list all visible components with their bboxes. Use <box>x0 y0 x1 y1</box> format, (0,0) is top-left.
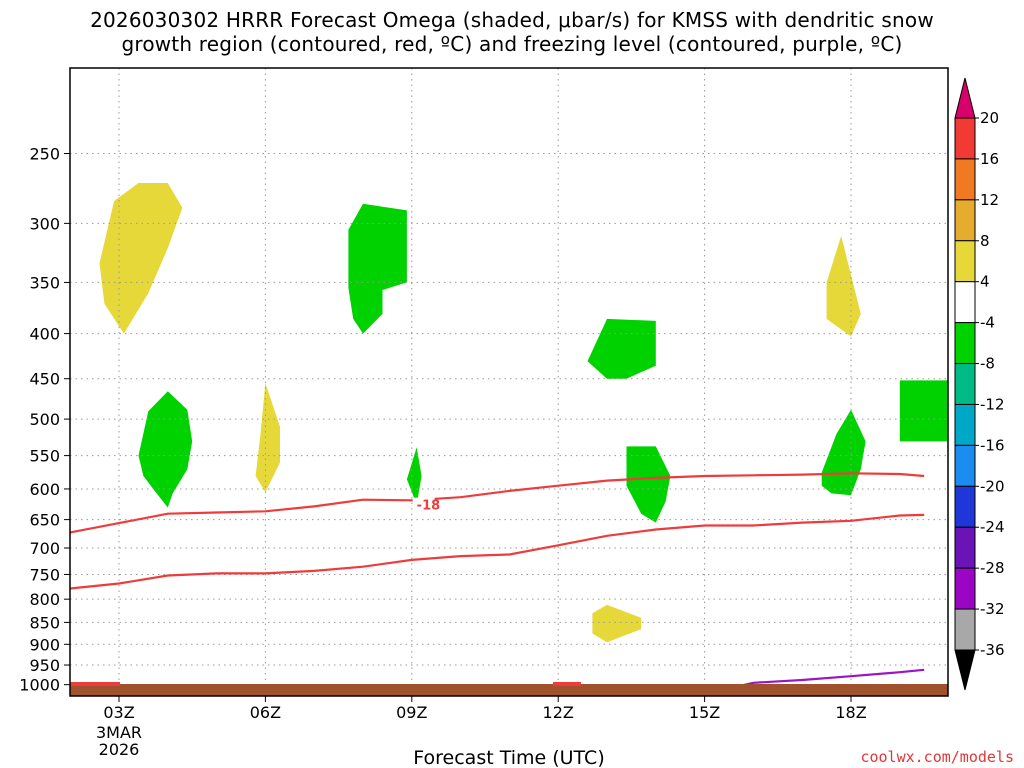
x-tick-label-06Z: 06Z <box>250 703 281 722</box>
colorbar-label-9: -20 <box>980 477 1005 495</box>
isotherm-1 <box>70 513 925 590</box>
isotherm-label-0: -18 <box>417 499 441 514</box>
ground-bar <box>70 684 948 696</box>
colorbar-segment-1 <box>954 158 976 201</box>
y-tick-label-550: 550 <box>29 447 60 466</box>
title-line-1: 2026030302 HRRR Forecast Omega (shaded, … <box>90 8 934 32</box>
omega-region-0 <box>99 183 183 334</box>
grid-lines <box>70 68 948 696</box>
omega-region-6 <box>406 447 422 505</box>
x-tick-label-03Z: 03Z <box>103 703 134 722</box>
y-tick-label-250: 250 <box>29 144 60 163</box>
colorbar-label-5: -4 <box>980 314 995 332</box>
x-axis-label: Forecast Time (UTC) <box>413 747 604 768</box>
x-tick-sublabel-3MAR: 3MAR <box>96 723 142 742</box>
colorbar-label-10: -24 <box>980 518 1005 536</box>
colorbar-segment-9 <box>954 485 976 528</box>
y-tick-label-950: 950 <box>29 656 60 675</box>
colorbar-segment-3 <box>954 240 976 283</box>
colorbar-segment-0 <box>954 117 976 160</box>
chart-title: 2026030302 HRRR Forecast Omega (shaded, … <box>0 8 1024 56</box>
colorbar-segment-11 <box>954 567 976 610</box>
colorbar-label-8: -16 <box>980 436 1005 454</box>
omega-region-8 <box>626 446 671 523</box>
colorbar-segment-8 <box>954 444 976 487</box>
colorbar-label-11: -28 <box>980 559 1005 577</box>
isotherm-contours: -18 <box>69 472 925 692</box>
y-tick-label-350: 350 <box>29 273 60 292</box>
x-tick-sublabel-2026: 2026 <box>99 740 140 759</box>
colorbar-bottom-arrow <box>954 649 976 691</box>
omega-region-2 <box>826 235 861 337</box>
colorbar-label-3: 8 <box>980 232 990 250</box>
colorbar-label-12: -32 <box>980 600 1005 618</box>
y-tick-label-750: 750 <box>29 565 60 584</box>
colorbar-segment-5 <box>954 322 976 365</box>
y-tick-label-300: 300 <box>29 214 60 233</box>
colorbar-label-4: 4 <box>980 273 990 291</box>
y-tick-label-850: 850 <box>29 613 60 632</box>
credit-link[interactable]: coolwx.com/models <box>860 748 1014 766</box>
isotherm-label-bg-0 <box>412 497 435 512</box>
colorbar-label-6: -8 <box>980 355 995 373</box>
colorbar-segment-10 <box>954 526 976 569</box>
colorbar-segment-12 <box>954 608 976 651</box>
omega-region-1 <box>255 383 280 493</box>
omega-shading <box>99 183 948 643</box>
omega-region-10 <box>899 380 948 442</box>
omega-region-9 <box>821 409 866 496</box>
colorbar-label-0: 20 <box>980 109 999 127</box>
omega-region-5 <box>138 391 193 508</box>
y-tick-label-800: 800 <box>29 590 60 609</box>
colorbar-segment-6 <box>954 363 976 405</box>
x-tick-label-18Z: 18Z <box>835 703 866 722</box>
isotherm-0 <box>69 472 925 534</box>
colorbar-top-arrow <box>954 77 976 119</box>
colorbar-label-2: 12 <box>980 191 999 209</box>
plot-frame <box>69 67 949 697</box>
colorbar-segment-2 <box>954 199 976 242</box>
colorbar-label-1: 16 <box>980 150 999 168</box>
y-tick-label-450: 450 <box>29 370 60 389</box>
omega-region-7 <box>587 318 656 379</box>
title-line-2: growth region (contoured, red, ºC) and f… <box>121 32 903 56</box>
y-tick-label-700: 700 <box>29 539 60 558</box>
x-tick-label-15Z: 15Z <box>689 703 720 722</box>
y-tick-label-650: 650 <box>29 511 60 530</box>
colorbar: 20 16 12 8 4 -4 -8 -12 -16 -20 -24 -28 -32 -36 <box>954 77 1005 691</box>
omega-region-4 <box>348 203 407 334</box>
y-tick-label-400: 400 <box>29 325 60 344</box>
x-tick-label-12Z: 12Z <box>543 703 574 722</box>
surface-bar <box>70 682 948 696</box>
omega-region-3 <box>592 604 642 643</box>
y-tick-label-500: 500 <box>29 410 60 429</box>
colorbar-segment-4 <box>954 281 976 324</box>
x-tick-label-09Z: 09Z <box>396 703 427 722</box>
ground-overlay-0 <box>70 682 120 686</box>
y-tick-label-900: 900 <box>29 635 60 654</box>
ground-overlay-1 <box>553 682 581 686</box>
colorbar-label-13: -36 <box>980 641 1005 659</box>
y-axis: 250 300 350 400 450 500 550 600 650 700 750 800 850 9… <box>19 144 70 695</box>
y-tick-label-1000: 1000 <box>19 676 60 695</box>
y-tick-label-600: 600 <box>29 480 60 499</box>
colorbar-segment-7 <box>954 403 976 446</box>
colorbar-label-7: -12 <box>980 395 1005 413</box>
